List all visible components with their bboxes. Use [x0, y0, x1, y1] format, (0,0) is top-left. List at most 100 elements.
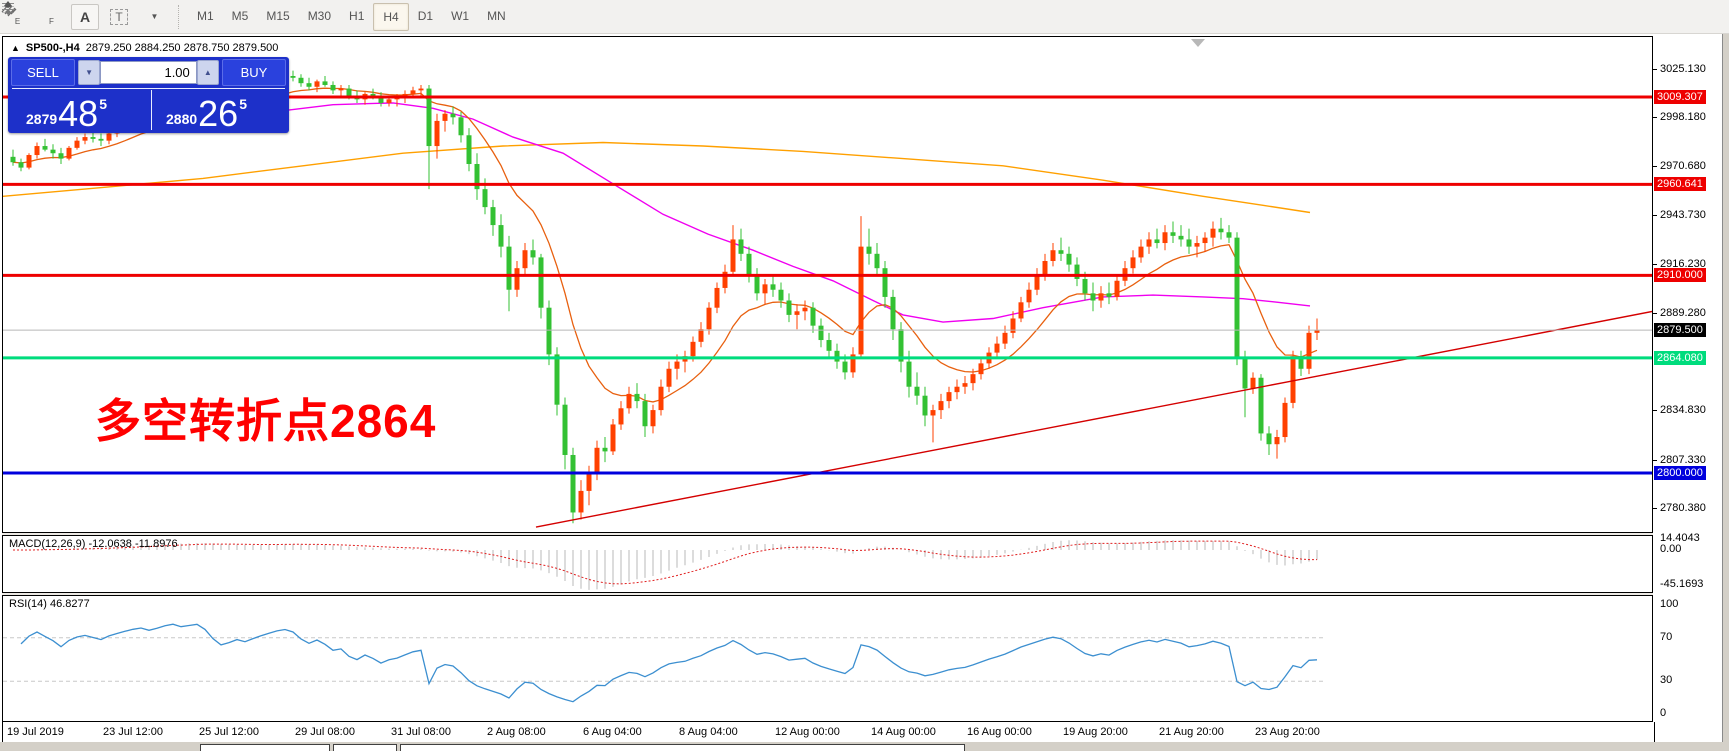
price-tick [1653, 264, 1657, 266]
time-axis-label: 6 Aug 04:00 [583, 726, 642, 738]
price-tick-label: 2916.230 [1660, 258, 1706, 271]
icon-sub-f: F [49, 17, 54, 26]
panel-splitter[interactable] [2, 533, 1653, 535]
indicator-axis-label: 100 [1660, 598, 1679, 610]
chart-annotation-text: 多空转折点2864 [95, 395, 437, 447]
timeframe-button-MN[interactable]: MN [487, 8, 506, 23]
time-axis-label: 21 Aug 20:00 [1159, 726, 1224, 738]
indicator-axis-label: 70 [1660, 630, 1673, 643]
icon-sub-e: E [14, 17, 21, 26]
price-level-badge: 2879.500 [1654, 323, 1706, 338]
price-tick-label: 2889.280 [1660, 306, 1706, 319]
time-axis-label: 14 Aug 00:00 [871, 726, 936, 738]
main-chart-panel[interactable]: ▲ SP500-,H4 2879.250 2884.250 2878.750 2… [2, 36, 1653, 533]
price-level-badge: 3009.307 [1654, 90, 1706, 104]
time-axis-label: 31 Jul 08:00 [391, 726, 451, 738]
background-window-tab [333, 744, 397, 751]
chevron-down-icon: ▼ [150, 12, 159, 21]
timeframe-button-H1[interactable]: H1 [349, 8, 365, 23]
cursor-style-button[interactable]: ▼ [4, 1, 167, 30]
sell-price-big: 48 [58, 93, 99, 134]
macd-label: MACD(12,26,9) -12.0638 -11.8976 [9, 538, 178, 550]
timeframe-button-M5[interactable]: M5 [231, 8, 249, 23]
macd-chart [13, 540, 1318, 590]
candlestick-chart [3, 70, 1652, 528]
time-axis-label: 12 Aug 00:00 [775, 726, 840, 738]
dotted-grid-icon[interactable]: F [2, 3, 65, 30]
text-box-button[interactable]: T [105, 4, 133, 30]
sell-price-sup: 5 [99, 96, 107, 112]
macd-panel[interactable]: MACD(12,26,9) -12.0638 -11.8976 [2, 535, 1653, 593]
symbol-label: SP500-,H4 [25, 42, 80, 54]
background-window-tab [200, 744, 330, 751]
time-axis-label: 19 Jul 2019 [7, 726, 64, 738]
timeframe-button-W1[interactable]: W1 [451, 8, 470, 23]
toolbar-separator [178, 4, 180, 29]
indicator-axis-label: 0.00 [1660, 543, 1682, 555]
background-window-tab [400, 744, 965, 751]
price-tick [1653, 116, 1657, 118]
vertical-scrollbar[interactable] [1722, 34, 1729, 742]
timeframe-button-M1[interactable]: M1 [197, 8, 214, 23]
price-tick [1653, 214, 1657, 216]
price-axis[interactable]: 3025.130 2998.180 2970.680 2943.730 2916.230… [1653, 36, 1722, 722]
buy-price-big: 26 [198, 93, 239, 134]
time-axis-label: 29 Jul 08:00 [295, 726, 355, 738]
time-axis-label: 23 Aug 20:00 [1255, 726, 1320, 738]
volume-input[interactable]: 1.00 [100, 61, 197, 84]
buy-price[interactable]: 2880 26 5 [166, 90, 247, 132]
font-a-icon: A [79, 8, 91, 25]
time-axis-label: 23 Jul 12:00 [103, 726, 163, 738]
ohlc-values: 2879.250 2884.250 2878.750 2879.500 [85, 42, 279, 54]
price-tick [1653, 508, 1657, 510]
chart-title: ▲ SP500-,H4 2879.250 2884.250 2878.750 2… [11, 42, 278, 54]
timeframe-button-M30[interactable]: M30 [307, 8, 332, 23]
indicator-axis-label: 0 [1660, 707, 1667, 719]
sell-button[interactable]: SELL [11, 59, 75, 86]
price-tick-label: 2807.330 [1660, 453, 1706, 466]
price-level-badge: 2864.080 [1654, 350, 1706, 365]
text-box-icon: T [110, 8, 128, 25]
timeframe-bar: M1 M5 M15 M30 H1 H4 D1 W1 MN [188, 2, 515, 31]
panel-splitter[interactable] [2, 593, 1653, 595]
indicator-axis-label: 14.4043 [1660, 531, 1700, 544]
rsi-panel[interactable]: RSI(14) 46.8277 [2, 595, 1653, 722]
time-axis-label: 16 Aug 00:00 [967, 726, 1032, 738]
price-tick [1653, 166, 1657, 168]
timeframe-button-H4[interactable]: H4 [373, 2, 409, 31]
sell-price[interactable]: 2879 48 5 [26, 90, 107, 132]
toolbar: E F A T ▼ M1 M5 M15 M30 H1 H4 D1 W1 MN [0, 0, 1729, 34]
indicator-axis-label: 30 [1660, 674, 1673, 687]
rsi-chart [3, 623, 1323, 703]
volume-increase-button[interactable]: ▲ [196, 60, 219, 85]
time-axis[interactable]: 19 Jul 2019 23 Jul 12:00 25 Jul 12:00 29 Ju… [2, 722, 1655, 742]
price-tick [1653, 68, 1657, 70]
cursor-diamond-icon [4, 1, 12, 15]
time-axis-label: 2 Aug 08:00 [487, 726, 546, 738]
price-tick-label: 3025.130 [1660, 62, 1706, 75]
buy-price-base: 2880 [166, 111, 198, 127]
price-tick-label: 2970.680 [1660, 160, 1706, 173]
price-tick [1653, 410, 1657, 412]
price-tick [1653, 459, 1657, 461]
timeframe-button-M15[interactable]: M15 [266, 8, 290, 23]
price-tick-label: 2834.830 [1660, 404, 1706, 417]
price-tick [1653, 312, 1657, 314]
time-axis-label: 8 Aug 04:00 [679, 726, 738, 738]
indicator-axis-label: -45.1693 [1660, 578, 1704, 590]
volume-decrease-button[interactable]: ▼ [78, 60, 101, 85]
buy-button[interactable]: BUY [222, 59, 286, 86]
symbol-triangle-icon: ▲ [11, 43, 20, 53]
trade-panel-divider [12, 88, 285, 89]
price-tick-label: 2780.380 [1660, 502, 1706, 515]
price-level-badge: 2800.000 [1654, 465, 1706, 480]
bottom-window-strip [0, 742, 1729, 751]
price-level-badge: 2960.641 [1654, 177, 1706, 192]
font-tool-button[interactable]: A [71, 3, 99, 30]
price-tick-label: 2943.730 [1660, 208, 1706, 221]
chart-shift-marker-icon[interactable] [1191, 39, 1205, 47]
time-axis-label: 25 Jul 12:00 [199, 726, 259, 738]
timeframe-button-D1[interactable]: D1 [417, 8, 434, 23]
price-tick-label: 2998.180 [1660, 110, 1706, 123]
